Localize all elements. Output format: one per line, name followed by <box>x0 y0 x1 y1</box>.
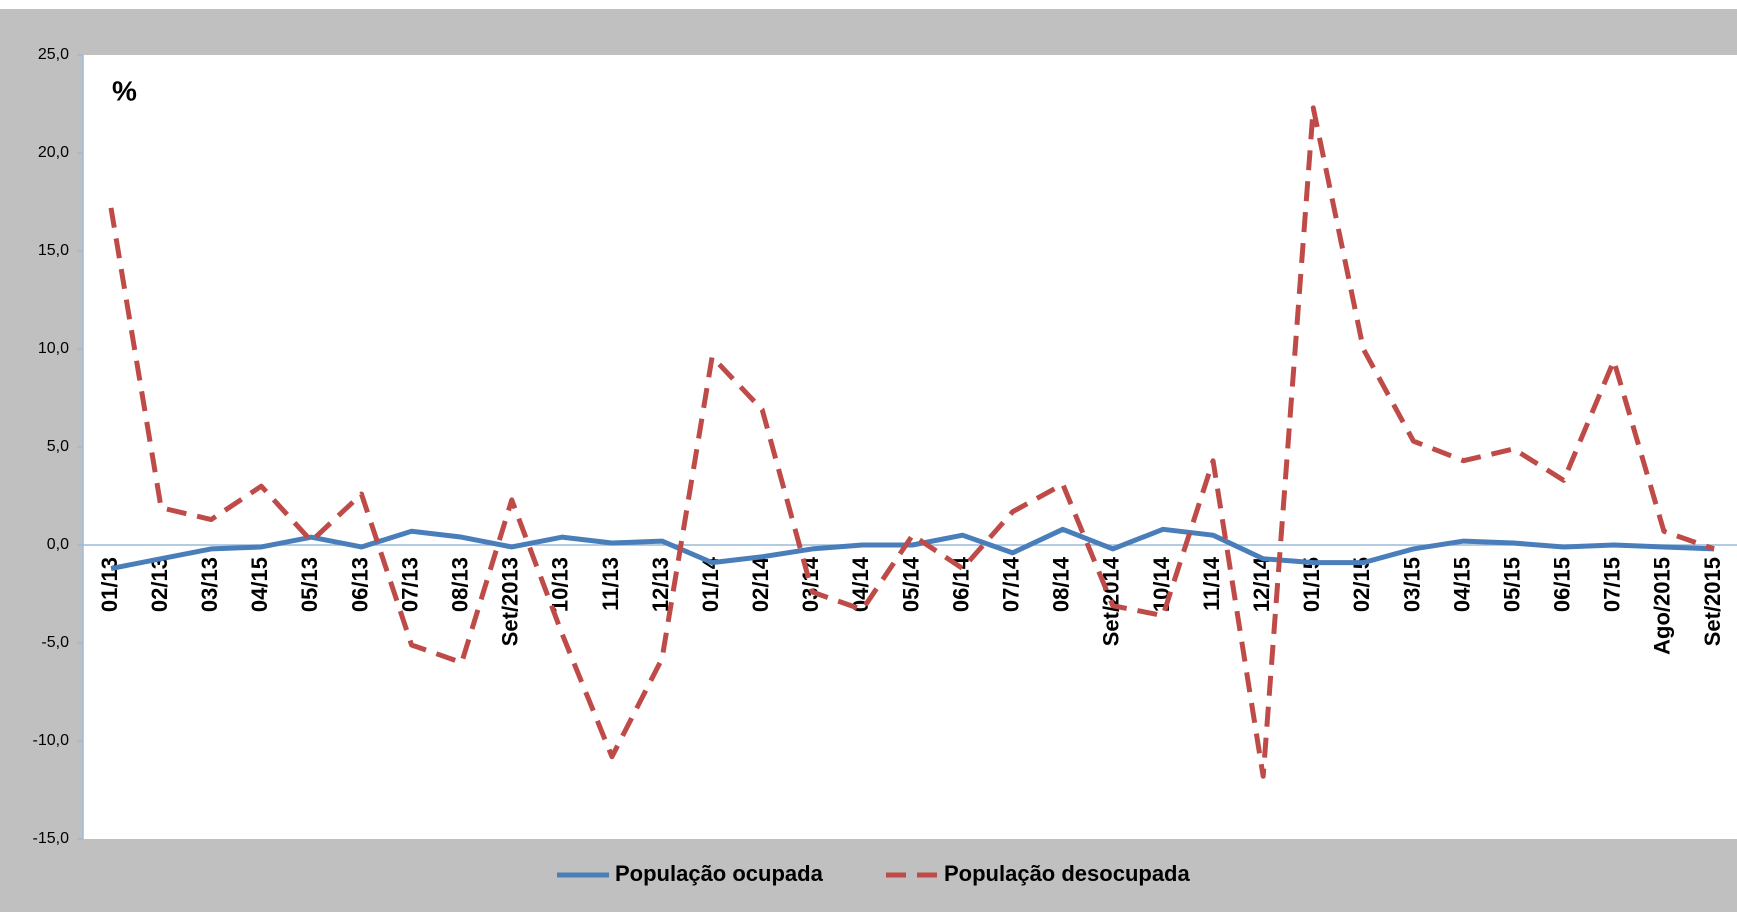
legend-label: População desocupada <box>944 861 1190 886</box>
x-tick-label: 11/13 <box>598 557 623 611</box>
x-tick-label: Set/2013 <box>498 557 523 646</box>
x-tick-label: 06/15 <box>1550 557 1575 612</box>
y-tick-label: 25,0 <box>38 46 69 63</box>
x-tick-label: 07/15 <box>1600 557 1625 612</box>
x-tick-label: 10/13 <box>548 557 573 612</box>
series-line <box>108 105 1715 779</box>
x-tick-label: Ago/2015 <box>1650 557 1675 655</box>
x-tick-label: 12/13 <box>648 557 673 612</box>
x-tick-label: 01/15 <box>1299 557 1324 612</box>
x-tick-label: 07/13 <box>397 557 422 612</box>
y-tick-label: 0,0 <box>47 536 69 553</box>
y-tick-label: 5,0 <box>47 438 69 455</box>
x-tick-label: 11/14 <box>1199 556 1224 611</box>
plot-area <box>83 55 1737 839</box>
y-tick-label: -15,0 <box>33 830 70 847</box>
top-strip <box>0 0 1737 9</box>
x-tick-label: 02/13 <box>147 557 172 612</box>
y-tick-label: 20,0 <box>38 144 69 161</box>
x-tick-label: 04/15 <box>247 557 272 612</box>
y-tick-label: -10,0 <box>33 732 70 749</box>
x-tick-label: 03/13 <box>197 557 222 612</box>
series-line <box>110 526 1715 571</box>
y-tick-label: 15,0 <box>38 242 69 259</box>
x-tick-label: Set/2015 <box>1700 557 1725 646</box>
y-tick-label: -5,0 <box>41 634 69 651</box>
x-tick-label: 08/14 <box>1049 556 1074 612</box>
y-tick-label: 10,0 <box>38 340 69 357</box>
x-tick-label: 05/15 <box>1499 557 1524 612</box>
x-tick-label: 12/14 <box>1249 556 1274 612</box>
x-tick-label: 08/13 <box>447 557 472 612</box>
x-tick-label: 04/15 <box>1449 557 1474 612</box>
annotation: % <box>112 75 137 106</box>
x-tick-label: 02/15 <box>1349 557 1374 612</box>
x-tick-label: 06/13 <box>347 557 372 612</box>
x-tick-label: 03/15 <box>1399 557 1424 612</box>
x-tick-label: 05/13 <box>297 557 322 612</box>
legend-label: População ocupada <box>615 861 824 886</box>
x-tick-label: 03/14 <box>798 556 823 612</box>
x-tick-label: 02/14 <box>748 556 773 612</box>
x-tick-label: 07/14 <box>999 556 1024 612</box>
x-tick-label: 10/14 <box>1149 556 1174 612</box>
x-tick-label: 01/14 <box>698 556 723 612</box>
x-tick-label: 05/14 <box>898 556 923 612</box>
